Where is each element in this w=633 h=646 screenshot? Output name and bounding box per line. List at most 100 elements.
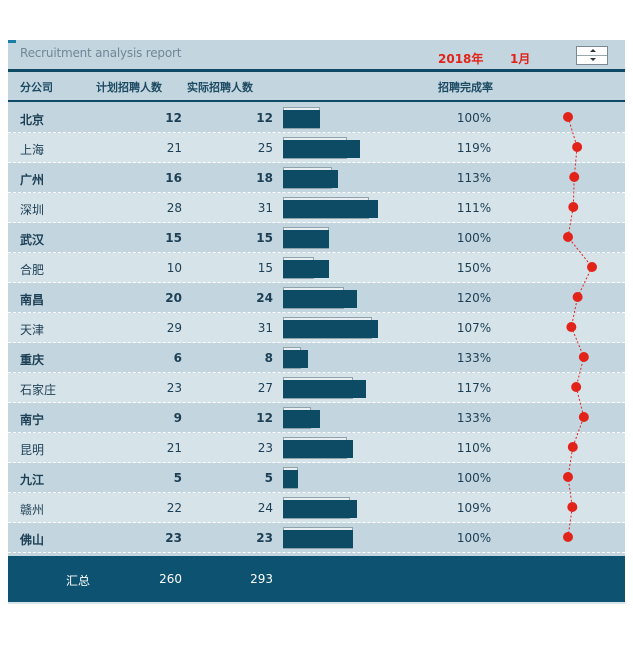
plan-count: 22 — [166, 501, 182, 515]
table-row: 赣州 22 24 109% — [8, 493, 625, 523]
completion-rate: 133% — [456, 411, 492, 425]
summary-label: 汇总 — [66, 574, 91, 588]
table-row: 佛山 23 23 100% — [8, 523, 625, 553]
city-name: 石家庄 — [20, 383, 57, 397]
table-row: 南宁 9 12 133% — [8, 403, 625, 433]
actual-bar — [283, 500, 357, 518]
plan-count: 16 — [165, 171, 182, 185]
summary-row: 汇总 260 293 — [8, 556, 625, 602]
rate-dot-9 — [571, 382, 582, 392]
actual-count: 31 — [257, 201, 273, 215]
actual-count: 23 — [257, 441, 273, 455]
plan-count: 6 — [173, 351, 182, 365]
table-row: 广州 16 18 113% — [8, 163, 625, 193]
table-row: 重庆 6 8 133% — [8, 343, 625, 373]
spinner-up-icon[interactable] — [577, 47, 607, 56]
table-row: 南昌 20 24 120% — [8, 283, 625, 313]
spinner-down-icon[interactable] — [577, 56, 607, 65]
table-row: 武汉 15 15 100% — [8, 223, 625, 253]
table-row: 北京 12 12 100% — [8, 103, 625, 133]
plan-count: 12 — [165, 111, 182, 125]
table-row: 昆明 21 23 110% — [8, 433, 625, 463]
column-header-rate: 招聘完成率 — [438, 81, 493, 94]
actual-count: 24 — [257, 501, 273, 515]
rate-dot-1 — [572, 142, 583, 152]
plan-count: 5 — [173, 471, 182, 485]
actual-count: 12 — [256, 411, 273, 425]
city-name: 北京 — [20, 113, 45, 127]
actual-bar — [283, 440, 354, 458]
year-label: 2018年 — [438, 52, 484, 66]
plan-count: 29 — [166, 321, 182, 335]
plan-count: 23 — [166, 381, 182, 395]
city-name: 昆明 — [20, 443, 45, 457]
plan-count: 28 — [166, 201, 182, 215]
rate-dot-2 — [569, 172, 580, 182]
rate-dot-14 — [563, 532, 573, 542]
city-name: 武汉 — [20, 233, 45, 247]
table-row: 石家庄 23 27 117% — [8, 373, 625, 403]
summary-plan-total: 260 — [159, 572, 182, 586]
rate-dot-0 — [563, 112, 573, 122]
city-name: 南昌 — [20, 293, 45, 307]
actual-count: 5 — [264, 471, 273, 485]
actual-count: 15 — [256, 231, 273, 245]
actual-bar — [283, 230, 329, 248]
completion-rate: 113% — [456, 171, 492, 185]
rate-dot-10 — [578, 412, 589, 422]
actual-bar — [283, 170, 339, 188]
actual-bar — [283, 140, 360, 158]
completion-rate: 110% — [456, 441, 492, 455]
report-title: Recruitment analysis report — [20, 46, 182, 60]
plan-count: 21 — [166, 441, 182, 455]
rate-dot-6 — [572, 292, 583, 302]
city-name: 佛山 — [20, 533, 45, 547]
city-name: 天津 — [20, 323, 45, 337]
rate-dot-5 — [587, 262, 597, 272]
table-row: 天津 29 31 107% — [8, 313, 625, 343]
actual-bar — [283, 200, 378, 218]
header-divider — [8, 69, 625, 72]
table-row: 九江 5 5 100% — [8, 463, 625, 493]
rate-dot-7 — [566, 322, 577, 332]
actual-count: 23 — [256, 531, 273, 545]
plan-count: 10 — [166, 261, 182, 275]
rate-dot-4 — [563, 232, 573, 242]
summary-actual-total: 293 — [250, 572, 273, 586]
column-header-plan: 计划招聘人数 — [96, 81, 162, 94]
completion-rate: 111% — [456, 201, 492, 215]
completion-rate: 133% — [456, 351, 492, 365]
actual-bar — [283, 470, 299, 488]
completion-rate: 117% — [456, 381, 492, 395]
actual-bar — [283, 260, 329, 278]
completion-rate: 107% — [456, 321, 492, 335]
actual-count: 15 — [257, 261, 273, 275]
actual-bar — [283, 380, 366, 398]
bottom-divider — [8, 602, 625, 604]
actual-count: 31 — [257, 321, 273, 335]
column-header-actual: 实际招聘人数 — [187, 81, 253, 94]
rate-dot-13 — [567, 502, 578, 512]
actual-count: 18 — [256, 171, 273, 185]
completion-rate: 119% — [456, 141, 492, 155]
accent-mark — [8, 40, 16, 43]
completion-rate: 109% — [456, 501, 492, 515]
actual-count: 8 — [264, 351, 273, 365]
actual-bar — [283, 320, 378, 338]
plan-count: 15 — [165, 231, 182, 245]
completion-rate: 100% — [456, 231, 492, 245]
plan-count: 20 — [165, 291, 182, 305]
month-spinner[interactable] — [576, 46, 608, 65]
city-name: 深圳 — [20, 203, 45, 217]
plan-count: 23 — [165, 531, 182, 545]
rate-dot-3 — [568, 202, 579, 212]
city-name: 上海 — [20, 143, 45, 157]
completion-rate: 120% — [456, 291, 492, 305]
actual-bar — [283, 110, 320, 128]
city-name: 重庆 — [20, 353, 45, 367]
column-header-divider — [8, 100, 625, 102]
column-header-city: 分公司 — [20, 81, 53, 94]
rate-dot-8 — [578, 352, 589, 362]
rate-dot-12 — [563, 472, 573, 482]
